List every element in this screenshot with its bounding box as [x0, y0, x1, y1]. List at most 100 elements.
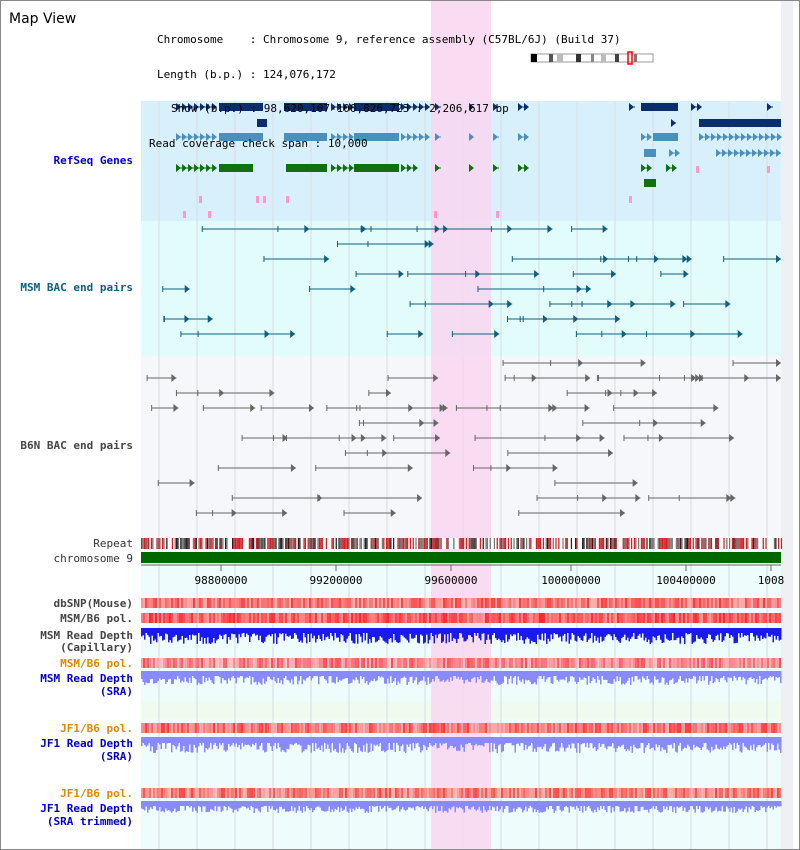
- read-depth-bar: [595, 801, 597, 813]
- read-depth-bar: [412, 671, 414, 684]
- repeat-mark: [360, 538, 363, 549]
- track-label-msm-b6-pol[interactable]: MSM/B6 pol.: [60, 612, 133, 625]
- track-label-dbsnp[interactable]: dbSNP(Mouse): [53, 597, 133, 610]
- bac-pair-arrow: [398, 270, 404, 278]
- polymorphism-heat-cell: [219, 613, 221, 623]
- track-label-jf1-depth-trimmed[interactable]: JF1 Read Depth: [40, 802, 133, 815]
- polymorphism-heat-cell: [507, 613, 509, 623]
- polymorphism-heat-cell: [543, 723, 545, 733]
- polymorphism-heat-cell: [217, 658, 219, 668]
- repeat-mark: [526, 538, 528, 549]
- repeat-mark: [677, 538, 679, 549]
- polymorphism-heat-cell: [621, 788, 623, 798]
- repeat-mark: [383, 538, 385, 549]
- polymorphism-heat-cell: [415, 658, 417, 668]
- polymorphism-heat-cell: [545, 723, 547, 733]
- polymorphism-heat-cell: [509, 723, 511, 733]
- polymorphism-heat-cell: [441, 788, 443, 798]
- polymorphism-heat-cell: [245, 723, 247, 733]
- repeat-mark: [736, 538, 738, 549]
- track-label-jf1-b6-pol-trimmed[interactable]: JF1/B6 pol.: [60, 787, 133, 800]
- gene-exon-arrow: [188, 133, 193, 141]
- track-label-msm-b6-pol-sra[interactable]: MSM/B6 pol.: [60, 657, 133, 670]
- polymorphism-heat-cell: [365, 723, 367, 733]
- repeat-mark: [715, 538, 717, 549]
- polymorphism-heat-cell: [313, 658, 315, 668]
- polymorphism-heat-cell: [767, 723, 769, 733]
- track-label-b6n-bac[interactable]: B6N BAC end pairs: [20, 439, 133, 452]
- polymorphism-heat-cell: [603, 598, 605, 608]
- polymorphism-heat-cell: [575, 723, 577, 733]
- polymorphism-heat-cell: [753, 658, 755, 668]
- polymorphism-heat-cell: [429, 598, 431, 608]
- polymorphism-heat-cell: [679, 658, 681, 668]
- repeat-mark: [307, 538, 309, 549]
- polymorphism-heat-cell: [265, 598, 267, 608]
- read-depth-bar: [526, 801, 528, 812]
- polymorphism-heat-cell: [309, 723, 311, 733]
- bac-pair-arrow: [713, 404, 719, 412]
- polymorphism-heat-cell: [319, 613, 321, 623]
- polymorphism-heat-cell: [681, 598, 683, 608]
- read-depth-bar: [591, 801, 593, 812]
- read-depth-bar: [592, 628, 594, 643]
- track-label-msm-depth-sra[interactable]: MSM Read Depth: [40, 672, 133, 685]
- read-depth-bar: [445, 628, 447, 644]
- track-label-msm-depth-capillary[interactable]: MSM Read Depth: [40, 629, 133, 642]
- polymorphism-heat-cell: [477, 658, 479, 668]
- polymorphism-heat-cell: [451, 788, 453, 798]
- polymorphism-heat-cell: [377, 613, 379, 623]
- read-depth-bar: [666, 671, 668, 683]
- polymorphism-heat-cell: [405, 613, 407, 623]
- polymorphism-heat-cell: [359, 598, 361, 608]
- repeat-mark: [601, 538, 603, 549]
- repeat-mark: [758, 538, 760, 549]
- polymorphism-heat-cell: [745, 723, 747, 733]
- polymorphism-heat-cell: [637, 613, 639, 623]
- read-depth-bar: [298, 628, 300, 643]
- polymorphism-heat-cell: [629, 788, 631, 798]
- polymorphism-heat-cell: [471, 598, 473, 608]
- repeat-mark: [461, 538, 463, 549]
- polymorphism-heat-cell: [207, 613, 209, 623]
- polymorphism-heat-cell: [427, 788, 429, 798]
- polymorphism-heat-cell: [635, 598, 637, 608]
- repeat-mark: [464, 538, 466, 549]
- track-label-msm-bac[interactable]: MSM BAC end pairs: [20, 281, 133, 294]
- polymorphism-heat-cell: [535, 788, 537, 798]
- polymorphism-heat-cell: [531, 788, 533, 798]
- read-depth-bar: [606, 801, 608, 813]
- polymorphism-heat-cell: [419, 788, 421, 798]
- polymorphism-heat-cell: [213, 598, 215, 608]
- polymorphism-heat-cell: [387, 613, 389, 623]
- polymorphism-heat-cell: [745, 598, 747, 608]
- polymorphism-heat-cell: [233, 598, 235, 608]
- repeat-mark: [591, 538, 594, 549]
- polymorphism-heat-cell: [627, 788, 629, 798]
- polymorphism-heat-cell: [543, 598, 545, 608]
- polymorphism-heat-cell: [179, 598, 181, 608]
- polymorphism-heat-cell: [607, 598, 609, 608]
- track-label-jf1-depth[interactable]: JF1 Read Depth: [40, 737, 133, 750]
- track-label-refseq[interactable]: RefSeq Genes: [53, 154, 133, 167]
- read-depth-bar: [147, 671, 149, 684]
- polymorphism-heat-cell: [587, 723, 589, 733]
- repeat-mark: [531, 538, 533, 549]
- polymorphism-heat-cell: [617, 613, 619, 623]
- polymorphism-heat-cell: [707, 788, 709, 798]
- polymorphism-heat-cell: [185, 598, 187, 608]
- repeat-mark: [246, 538, 248, 549]
- gene-exon-arrow: [705, 133, 710, 141]
- track-label-jf1-b6-pol[interactable]: JF1/B6 pol.: [60, 722, 133, 735]
- repeat-mark: [521, 538, 524, 549]
- read-depth-bar: [586, 671, 588, 685]
- repeat-mark: [650, 538, 652, 549]
- polymorphism-heat-cell: [521, 613, 523, 623]
- polymorphism-heat-cell: [261, 658, 263, 668]
- polymorphism-heat-cell: [495, 658, 497, 668]
- read-depth-bar: [258, 628, 260, 641]
- bac-pair-arrow: [653, 419, 659, 427]
- bac-pair-arrow: [729, 434, 735, 442]
- refseq-pink-mark: [496, 211, 499, 218]
